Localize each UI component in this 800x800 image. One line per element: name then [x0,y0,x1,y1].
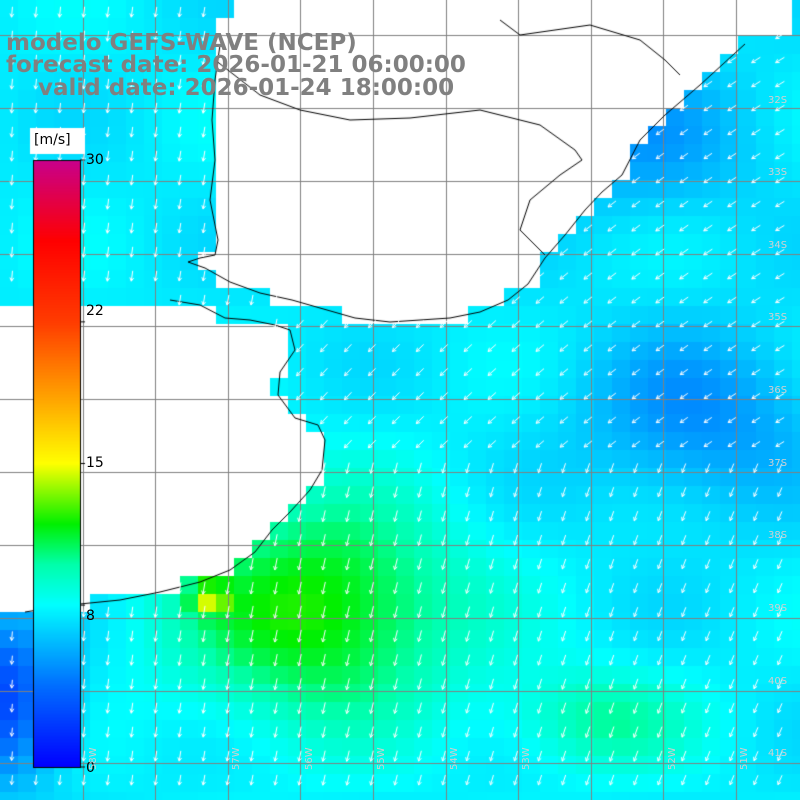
lat-label-35s: 35S [768,312,788,323]
lat-label-34s: 34S [768,240,788,251]
lat-label-41s: 41S [768,748,788,759]
colorbar-tick-8: 8 [86,608,95,624]
lon-label-54w: 54W [449,747,460,770]
lat-label-40s: 40S [768,676,788,687]
colorbar-unit: [m/s] [34,132,71,148]
lat-label-36s: 36S [768,385,788,396]
colorbar-tick-0: 0 [86,760,95,776]
lat-label-33s: 33S [768,167,788,178]
lon-label-55w: 55W [376,747,387,770]
model-title: modelo GEFS-WAVE (NCEP) [6,30,357,56]
lon-label-53w: 53W [521,747,532,770]
lat-label-32s: 32S [768,95,788,106]
forecast-date: forecast date: 2026-01-21 06:00:00 [6,52,466,78]
valid-date: valid date: 2026-01-24 18:00:00 [6,75,455,101]
colorbar-tick-22: 22 [86,303,104,319]
lat-label-38s: 38S [768,530,788,541]
lon-label-56w: 56W [304,747,315,770]
colorbar-tick-15: 15 [86,455,104,471]
colorbar-tick-30: 30 [86,152,104,168]
lon-label-58w: 58W [88,747,99,770]
lon-label-57w: 57W [231,747,242,770]
lon-label-52w: 52W [667,747,678,770]
lon-label-51w: 51W [739,747,750,770]
lat-label-37s: 37S [768,458,788,469]
lat-label-39s: 39S [768,603,788,614]
